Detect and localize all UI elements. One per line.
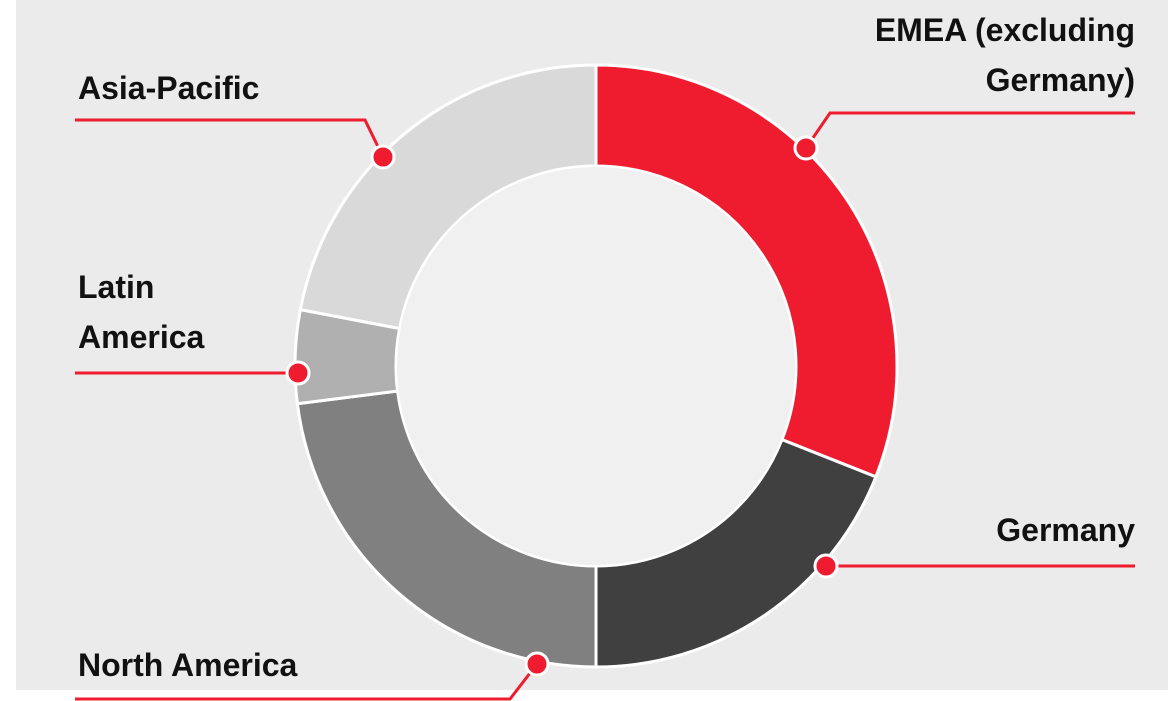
donut-hole bbox=[397, 167, 795, 565]
donut-segment bbox=[594, 63, 899, 479]
donut-segment bbox=[295, 389, 598, 669]
donut-segment bbox=[298, 63, 598, 331]
category-label: Asia-Pacific bbox=[78, 70, 260, 106]
category-label: Germany bbox=[996, 512, 1135, 548]
leader-dot bbox=[793, 135, 819, 161]
leader-line bbox=[804, 111, 1135, 149]
leader-line bbox=[75, 118, 385, 158]
category-label: Latin America bbox=[78, 269, 205, 355]
leader-dot bbox=[370, 144, 396, 170]
leader-line bbox=[75, 663, 539, 701]
leader-dot bbox=[285, 360, 311, 386]
category-label: North America bbox=[78, 647, 298, 683]
leader-dot bbox=[813, 553, 839, 579]
leader-dot bbox=[524, 651, 550, 677]
category-label: EMEA (excluding Germany) bbox=[874, 12, 1135, 98]
